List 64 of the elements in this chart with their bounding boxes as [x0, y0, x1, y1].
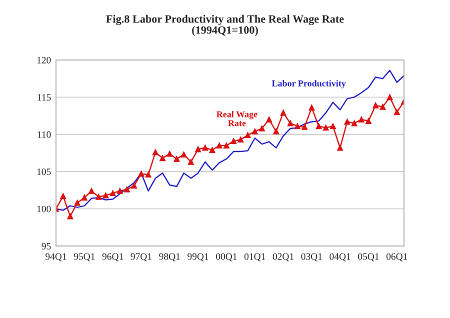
point	[152, 149, 158, 156]
point	[224, 142, 230, 149]
point	[380, 104, 386, 110]
y-tick-label: 95	[42, 242, 51, 250]
point	[308, 104, 315, 111]
point	[273, 128, 280, 134]
y-tick-label: 105	[37, 168, 51, 176]
point	[102, 192, 109, 198]
y-tick-label: 115	[38, 94, 51, 101]
chart-title: Fig.8 Labor Productivity and The Real Wage Rate	[106, 14, 344, 26]
x-tick-label: 02Q1	[272, 253, 294, 262]
point	[116, 188, 123, 194]
point	[188, 158, 194, 165]
point	[238, 136, 244, 143]
line-series	[56, 70, 404, 211]
point	[131, 182, 138, 189]
point	[280, 110, 286, 116]
point	[386, 94, 393, 100]
point	[81, 194, 88, 201]
point	[351, 120, 358, 126]
x-tick-label: 98Q1	[159, 253, 180, 262]
x-tick-label: 00Q1	[216, 253, 237, 262]
x-tick-label: 95Q1	[74, 253, 95, 262]
point	[394, 109, 400, 116]
y-tick-label: 110	[38, 131, 51, 138]
x-tick-label: 94Q1	[46, 253, 66, 262]
x-tick-label: 97Q1	[130, 253, 152, 262]
x-tick-label: 06Q1	[386, 253, 408, 262]
point	[316, 123, 322, 130]
point	[145, 172, 152, 178]
chart-subtitle: (1994Q1=100)	[192, 26, 258, 36]
point	[294, 123, 300, 130]
point	[195, 146, 201, 152]
point	[88, 188, 94, 194]
x-tick-label: 99Q1	[188, 253, 208, 262]
series-label: Labor Productivity	[272, 80, 346, 88]
x-tick-label: 03Q1	[301, 253, 322, 262]
point	[244, 132, 251, 138]
point	[337, 144, 344, 151]
point	[96, 194, 102, 200]
point	[216, 142, 222, 149]
point	[259, 125, 265, 132]
point	[372, 102, 379, 108]
point	[160, 155, 166, 162]
point	[74, 200, 80, 206]
point	[330, 123, 336, 130]
x-tick-label: 04Q1	[330, 253, 350, 262]
point	[138, 170, 144, 177]
point	[252, 128, 258, 134]
point	[344, 118, 350, 125]
x-tick-label: 01Q1	[244, 253, 266, 262]
point	[230, 138, 236, 144]
point	[322, 124, 329, 131]
x-tick-label: 05Q1	[358, 253, 379, 262]
point	[202, 144, 208, 151]
point	[166, 150, 173, 157]
x-tick-label: 96Q1	[102, 253, 124, 262]
point	[110, 190, 116, 196]
point	[60, 193, 66, 200]
point	[287, 120, 294, 126]
point	[67, 213, 74, 220]
y-tick-label: 120	[37, 56, 51, 64]
y-tick-label: 100	[37, 206, 51, 212]
series-label: Real Wage Rate	[216, 110, 258, 126]
